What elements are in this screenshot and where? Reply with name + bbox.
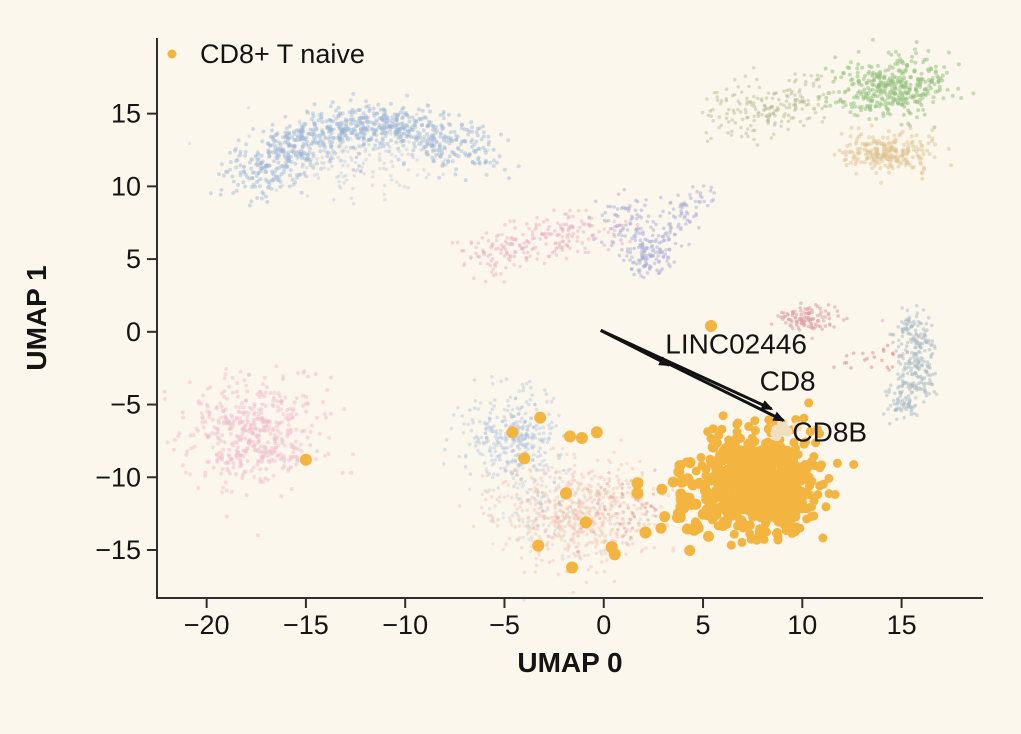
x-tick-label: −5 bbox=[489, 610, 520, 640]
x-axis-label: UMAP 0 bbox=[517, 647, 622, 678]
cluster-purple-v bbox=[587, 184, 716, 280]
cluster-tan-right bbox=[832, 123, 954, 185]
cluster-salmon-bottom bbox=[457, 438, 696, 602]
cluster-olive-tail bbox=[700, 66, 851, 147]
annotation-arrow-cd8b bbox=[600, 329, 786, 422]
outlier-dot bbox=[705, 320, 717, 332]
outlier-dot bbox=[566, 561, 578, 574]
annotation-label-cd8b: CD8B bbox=[792, 417, 867, 448]
cluster-orange-main bbox=[672, 398, 859, 550]
outlier-dot bbox=[590, 426, 603, 439]
cluster-blue-crescent bbox=[208, 91, 521, 208]
legend: CD8+ T naive bbox=[167, 39, 365, 69]
y-tick-label: 0 bbox=[126, 317, 141, 347]
x-tick-label: 5 bbox=[696, 610, 711, 640]
y-tick-label: −5 bbox=[110, 390, 141, 420]
legend-marker-icon bbox=[167, 49, 177, 59]
outlier-dot bbox=[534, 411, 547, 424]
x-tick-label: 15 bbox=[887, 610, 917, 640]
axis-ticks: −20 −15 −10 −5 0 5 10 15 15 10 5 0 −5 −10 −15 bbox=[95, 99, 916, 640]
y-axis-label: UMAP 1 bbox=[21, 265, 52, 370]
y-tick-label: 5 bbox=[126, 244, 141, 274]
x-tick-label: 0 bbox=[596, 610, 611, 640]
highlighted-cluster-outlier-dots bbox=[299, 320, 717, 574]
outlier-dot bbox=[575, 432, 588, 444]
outlier-dot bbox=[299, 453, 312, 466]
outlier-dot bbox=[579, 516, 592, 529]
outlier-dot bbox=[564, 430, 576, 443]
outlier-dot bbox=[639, 526, 652, 539]
cluster-green-topright bbox=[812, 37, 976, 130]
outlier-dot bbox=[560, 487, 572, 500]
cluster-red-sparse-right bbox=[832, 343, 904, 372]
cluster-pink-small-right bbox=[769, 301, 849, 341]
x-tick-label: −15 bbox=[283, 610, 329, 640]
y-tick-label: −10 bbox=[95, 462, 141, 492]
y-tick-label: −15 bbox=[95, 535, 141, 565]
outlier-dot bbox=[506, 426, 519, 439]
y-tick-label: 10 bbox=[111, 171, 141, 201]
cluster-blue-crescent-fill bbox=[187, 102, 490, 206]
x-tick-label: −10 bbox=[382, 610, 428, 640]
outlier-dot bbox=[631, 477, 644, 490]
background-clusters bbox=[162, 37, 976, 602]
annotation-label-linc02446: LINC02446 bbox=[665, 329, 807, 360]
legend-label: CD8+ T naive bbox=[200, 39, 365, 69]
annotation-arrows bbox=[600, 329, 786, 422]
cluster-bluegray-right bbox=[880, 303, 939, 426]
x-tick-label: −20 bbox=[184, 610, 230, 640]
annotation-label-cd8: CD8 bbox=[760, 366, 816, 397]
outlier-dot bbox=[631, 487, 644, 500]
outlier-dot bbox=[608, 548, 621, 561]
cluster-red-specks-bottom bbox=[541, 468, 666, 554]
outlier-dot bbox=[532, 539, 545, 552]
outlier-dot bbox=[518, 452, 531, 465]
cluster-pink-left-big bbox=[162, 364, 355, 538]
y-tick-label: 15 bbox=[111, 99, 141, 129]
x-tick-label: 10 bbox=[787, 610, 817, 640]
